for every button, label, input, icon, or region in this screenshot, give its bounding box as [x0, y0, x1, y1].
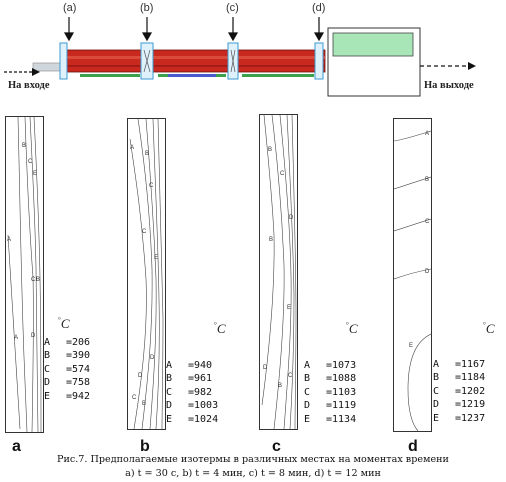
isotherm-panel-d: A B C D E: [393, 118, 432, 432]
svg-text:B: B: [278, 383, 282, 389]
legend-row: D =1003: [166, 400, 219, 412]
point-label-c: (c): [226, 2, 239, 14]
legend-row: B =1184: [433, 372, 486, 384]
legend-row: C =1103: [304, 386, 357, 398]
unit-label-b: °C: [214, 321, 226, 336]
legend-row: B =1088: [304, 373, 357, 385]
svg-text:B: B: [22, 143, 26, 149]
furnace-drawing: [4, 17, 476, 97]
legend-row: E =1237: [433, 412, 486, 424]
svg-text:D: D: [289, 215, 294, 221]
legend-b: A =940 B =961 C =982 D =1003 E =1024: [166, 359, 218, 426]
svg-text:A: A: [7, 237, 11, 243]
legend-d: A =1167 B =1184 C =1202 D =1219 E =1237: [433, 358, 485, 425]
svg-text:D: D: [263, 365, 268, 371]
svg-text:B: B: [268, 147, 272, 153]
svg-text:A: A: [425, 131, 429, 137]
svg-text:D: D: [425, 269, 430, 275]
svg-text:B: B: [425, 177, 429, 183]
legend-row: A =1073: [304, 360, 357, 371]
legend-row: C =982: [166, 386, 213, 398]
legend-row: C =574: [44, 363, 91, 375]
svg-text:B: B: [269, 237, 273, 243]
legend-row: E =942: [44, 390, 91, 402]
svg-text:C: C: [132, 395, 137, 401]
caption-line-1: Рис.7. Предполагаемые изотермы в различн…: [57, 454, 449, 465]
legend-row: E =1024: [166, 413, 219, 425]
svg-text:C: C: [31, 277, 36, 283]
legend-a: A =206 B =390 C =574 D =758 E =942: [44, 336, 90, 403]
outlet-label: На выходе: [424, 80, 474, 91]
svg-text:E: E: [154, 255, 158, 261]
svg-text:B: B: [142, 401, 146, 407]
isotherm-lines-b: ABC ECD DCB: [129, 118, 164, 430]
svg-text:E: E: [33, 171, 37, 177]
legend-row: A =206: [44, 337, 91, 348]
svg-text:C: C: [28, 159, 33, 165]
legend-row: D =758: [44, 377, 91, 389]
svg-text:D: D: [31, 333, 36, 339]
panel-letter-d: d: [408, 438, 418, 455]
unit-label-c: °C: [346, 321, 358, 336]
svg-text:A: A: [130, 145, 134, 151]
legend-row: C =1202: [433, 385, 486, 397]
svg-text:E: E: [287, 305, 291, 311]
legend-row: A =1167: [433, 359, 486, 370]
legend-row: B =390: [44, 350, 91, 362]
svg-text:B: B: [36, 277, 40, 283]
legend-row: E =1134: [304, 413, 357, 425]
svg-text:C: C: [288, 373, 293, 379]
point-label-b: (b): [140, 2, 154, 14]
panel-letter-c: c: [272, 438, 281, 455]
svg-text:D: D: [150, 355, 155, 361]
legend-row: D =1219: [433, 399, 486, 411]
svg-text:E: E: [409, 343, 413, 349]
measure-arrows: [63, 17, 325, 42]
svg-text:C: C: [149, 183, 154, 189]
svg-text:A: A: [14, 335, 18, 341]
unit-label-a: °C: [58, 316, 70, 331]
legend-row: B =961: [166, 373, 213, 385]
isotherm-lines-a: AA BC EC BD: [7, 116, 42, 433]
legend-c: A =1073 B =1088 C =1103 D =1119 E =1134: [304, 359, 356, 426]
panel-letter-b: b: [140, 438, 150, 455]
legend-row: A =940: [166, 360, 213, 371]
svg-text:B: B: [145, 151, 149, 157]
inlet-label: На входе: [8, 80, 50, 91]
svg-text:D: D: [138, 373, 143, 379]
svg-text:C: C: [280, 171, 285, 177]
figure-caption: Рис.7. Предполагаемые изотермы в различн…: [0, 453, 506, 481]
panel-letter-a: a: [12, 438, 21, 455]
isotherm-lines-d: A B C D E: [393, 130, 432, 432]
point-label-d: (d): [312, 2, 326, 14]
svg-text:C: C: [425, 219, 430, 225]
svg-text:C: C: [142, 229, 147, 235]
unit-label-d: °C: [483, 321, 495, 336]
legend-row: D =1119: [304, 400, 357, 412]
isotherm-lines-c: BCD BED BC: [261, 114, 297, 430]
caption-line-2: a) t = 30 с, b) t = 4 мин, c) t = 8 мин,…: [125, 468, 381, 479]
point-label-a: (a): [63, 2, 77, 14]
furnace-schematic: (a) (b) (c) (d): [0, 0, 506, 110]
